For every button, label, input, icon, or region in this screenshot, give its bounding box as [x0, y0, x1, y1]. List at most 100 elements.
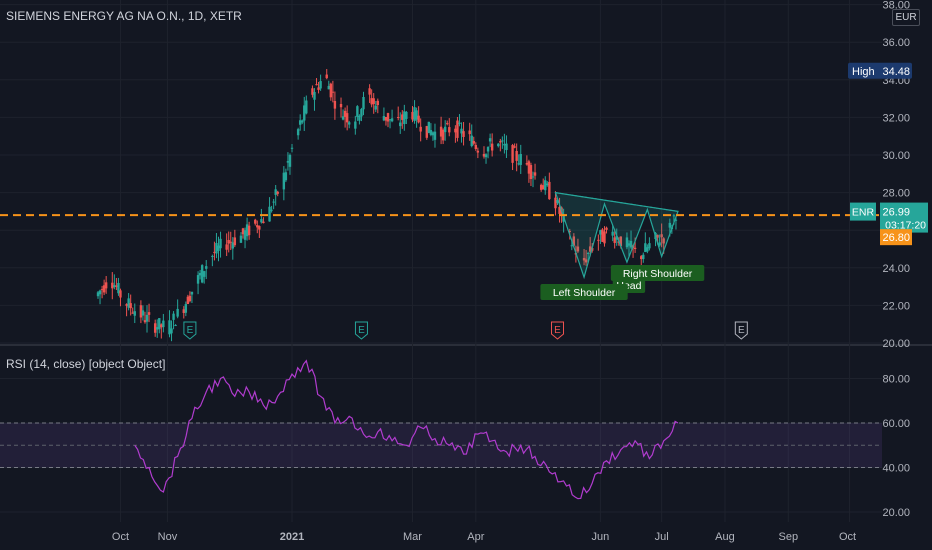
last-price: 26.99	[882, 207, 910, 219]
candle-body	[529, 165, 533, 179]
candle-body	[360, 109, 363, 117]
candle-body	[556, 199, 559, 203]
candle-body	[311, 88, 314, 95]
candle-body	[533, 172, 537, 176]
candle-body	[256, 225, 259, 228]
level-price: 26.80	[882, 232, 910, 244]
candle-body	[184, 304, 188, 313]
candle-body	[472, 141, 475, 144]
candle-body	[301, 120, 304, 123]
rsi-axis-tick: 80.00	[882, 374, 910, 386]
candle-body	[247, 225, 251, 236]
rsi-line	[134, 359, 679, 500]
candle-body	[601, 229, 604, 242]
candle-body	[172, 313, 175, 320]
candle-body	[468, 130, 471, 135]
candle-body	[425, 126, 429, 138]
candle-body	[225, 244, 228, 250]
earnings-marker-aug-label: E	[738, 325, 745, 336]
candle-body	[219, 238, 222, 249]
candle-body	[674, 219, 678, 221]
time-axis-tick: 2021	[280, 531, 304, 543]
candle-body	[505, 143, 508, 151]
earnings-marker-nov	[183, 321, 197, 340]
candle-body	[446, 123, 449, 125]
price-axis-tick: 36.00	[882, 37, 910, 49]
candle-body	[572, 236, 576, 246]
currency-button[interactable]: EUR	[892, 9, 920, 26]
candle-body	[429, 129, 433, 135]
candle-body	[153, 323, 157, 333]
candle-body	[274, 189, 277, 195]
candle-body	[282, 172, 286, 190]
candle-body	[117, 282, 120, 294]
candle-body	[629, 240, 633, 248]
candle-body	[231, 242, 234, 249]
time-axis-tick: Aug	[715, 531, 735, 543]
candle-body	[296, 129, 300, 136]
candle-body	[115, 285, 118, 287]
candle-body	[476, 150, 480, 153]
candle-body	[343, 110, 347, 117]
candle-body	[411, 111, 414, 120]
candle-body	[254, 219, 257, 224]
candle-body	[370, 98, 373, 105]
rsi-axis-tick: 60.00	[882, 418, 910, 430]
candle-body	[501, 140, 504, 142]
candle-body	[345, 113, 349, 123]
candle-body	[217, 245, 220, 251]
candle-body	[403, 111, 406, 125]
candle-body	[260, 219, 263, 223]
candles	[96, 69, 678, 342]
candle-body	[215, 242, 218, 254]
time-axis-tick: Apr	[467, 531, 484, 543]
candle-body	[147, 312, 151, 315]
candle-body	[615, 236, 618, 240]
candle-body	[611, 231, 614, 236]
candle-body	[548, 181, 551, 200]
candle-body	[372, 98, 375, 105]
time-axis-tick: Sep	[778, 531, 798, 543]
candle-body	[284, 172, 288, 181]
candle-body	[290, 147, 294, 149]
candle-body	[605, 227, 608, 230]
candle-body	[158, 318, 161, 330]
candle-body	[241, 228, 245, 235]
candle-body	[213, 251, 216, 253]
candle-body	[474, 145, 478, 150]
candle-body	[356, 106, 359, 117]
earnings-marker-may	[551, 321, 565, 340]
candle-body	[542, 185, 545, 190]
candle-body	[454, 128, 457, 133]
candle-body	[570, 245, 574, 247]
candle-body	[341, 116, 345, 120]
candle-body	[640, 256, 643, 260]
candle-body	[374, 105, 377, 110]
candle-body	[143, 320, 147, 323]
candle-body	[448, 127, 451, 133]
candle-body	[188, 295, 192, 302]
candle-body	[245, 224, 249, 237]
candle-body	[233, 237, 237, 246]
earnings-marker-aug	[734, 321, 748, 340]
candle-body	[358, 115, 361, 121]
candle-body	[399, 122, 402, 127]
candle-body	[544, 180, 547, 191]
candle-body	[262, 221, 265, 224]
candle-body	[490, 143, 494, 151]
last-price-box	[880, 202, 928, 233]
ticker-symbol: ENR	[852, 207, 875, 219]
candle-body	[382, 116, 386, 121]
candle-body	[156, 327, 159, 330]
candle-body	[584, 259, 588, 263]
price-axis-tick: 22.00	[882, 300, 910, 312]
candle-body	[170, 328, 173, 334]
candle-body	[486, 147, 490, 152]
candle-body	[513, 146, 516, 148]
candle-body	[427, 121, 431, 133]
candle-body	[186, 296, 190, 305]
candle-body	[672, 215, 676, 217]
candle-body	[160, 324, 163, 328]
